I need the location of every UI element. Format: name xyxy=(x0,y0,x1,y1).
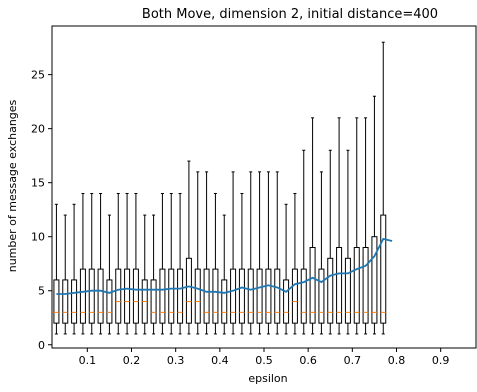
box-plot-item xyxy=(239,193,244,333)
box-plot-item xyxy=(381,42,386,334)
box-body xyxy=(186,258,191,323)
box-plot-item xyxy=(63,215,68,334)
x-tick-label: 0.3 xyxy=(167,354,185,367)
box-plot-item xyxy=(310,118,315,334)
box-body xyxy=(98,269,103,323)
box-body xyxy=(133,269,138,323)
box-plot-item xyxy=(72,204,77,334)
y-tick-label: 0 xyxy=(38,339,45,352)
x-tick-label: 0.9 xyxy=(432,354,450,367)
box-plot-item xyxy=(169,193,174,333)
box-body xyxy=(363,248,368,324)
box-plot-item xyxy=(248,172,253,334)
box-body xyxy=(160,269,165,323)
box-plot-item xyxy=(133,193,138,333)
box-body xyxy=(80,269,85,323)
box-body xyxy=(169,269,174,323)
box-plot-item xyxy=(204,172,209,334)
box-plot-item xyxy=(80,193,85,333)
box-body xyxy=(257,269,262,323)
box-body xyxy=(266,269,271,323)
box-plot-item xyxy=(142,215,147,334)
y-axis-label: number of message exchanges xyxy=(6,99,19,272)
x-tick-label: 0.7 xyxy=(344,354,362,367)
box-plot-item xyxy=(354,118,359,334)
box-plot-item xyxy=(328,150,333,334)
y-tick-label: 20 xyxy=(31,123,45,136)
box-plot-item xyxy=(178,193,183,333)
box-plot-item xyxy=(284,204,289,334)
x-axis: 0.1 0.2 0.3 0.4 0.5 0.6 0.7 0.8 0.9 xyxy=(79,348,450,367)
box-body xyxy=(292,269,297,323)
box-body xyxy=(310,248,315,324)
chart-title: Both Move, dimension 2, initial distance… xyxy=(142,7,438,22)
box-plot-item xyxy=(372,96,377,334)
box-plot-item xyxy=(98,193,103,333)
x-tick-label: 0.8 xyxy=(388,354,406,367)
y-tick-label: 10 xyxy=(31,231,45,244)
box-plot-item xyxy=(107,215,112,334)
box-plot-item xyxy=(275,172,280,334)
box-body xyxy=(178,269,183,323)
box-body xyxy=(248,269,253,323)
box-body xyxy=(54,280,59,323)
box-body xyxy=(345,258,350,323)
box-body xyxy=(328,258,333,323)
box-body xyxy=(284,280,289,323)
x-tick-label: 0.5 xyxy=(255,354,273,367)
box-plot-item xyxy=(319,172,324,334)
box-body xyxy=(213,269,218,323)
box-plot-item xyxy=(337,118,342,334)
box-plot-item xyxy=(292,193,297,333)
box-body xyxy=(275,269,280,323)
box-plot-item xyxy=(222,215,227,334)
plot-area xyxy=(54,42,392,334)
y-tick-label: 15 xyxy=(31,177,45,190)
box-plot-item xyxy=(89,193,94,333)
x-axis-label: epsilon xyxy=(248,372,287,385)
box-body xyxy=(301,269,306,323)
box-plot-item xyxy=(125,193,130,333)
box-body xyxy=(125,269,130,323)
box-plot-item xyxy=(151,215,156,334)
y-axis: 0 5 10 15 20 25 xyxy=(31,69,52,352)
box-body xyxy=(239,269,244,323)
box-body xyxy=(231,269,236,323)
box-plot-item xyxy=(116,193,121,333)
box-body xyxy=(89,269,94,323)
box-plot-item xyxy=(231,172,236,334)
x-tick-label: 0.1 xyxy=(79,354,97,367)
box-body xyxy=(337,248,342,324)
box-body xyxy=(381,215,386,323)
box-body xyxy=(222,280,227,323)
box-plot-item xyxy=(301,150,306,334)
box-plot-item xyxy=(186,161,191,334)
box-plot-item xyxy=(345,150,350,334)
box-plot-item xyxy=(54,204,59,334)
box-body xyxy=(116,269,121,323)
box-body xyxy=(372,237,377,323)
box-plot-item xyxy=(363,118,368,334)
y-tick-label: 5 xyxy=(38,285,45,298)
y-tick-label: 25 xyxy=(31,69,45,82)
box-body xyxy=(72,280,77,323)
x-tick-label: 0.6 xyxy=(299,354,317,367)
box-body xyxy=(319,269,324,323)
box-body xyxy=(204,269,209,323)
box-body xyxy=(107,280,112,323)
box-body xyxy=(151,280,156,323)
box-body xyxy=(354,248,359,324)
box-plot-item xyxy=(160,193,165,333)
box-plot-item xyxy=(266,172,271,334)
box-body xyxy=(63,280,68,323)
x-tick-label: 0.2 xyxy=(123,354,141,367)
box-plot-item xyxy=(213,193,218,333)
box-plot-item xyxy=(257,172,262,334)
box-body xyxy=(195,269,200,323)
box-plot-item xyxy=(195,172,200,334)
x-tick-label: 0.4 xyxy=(211,354,229,367)
